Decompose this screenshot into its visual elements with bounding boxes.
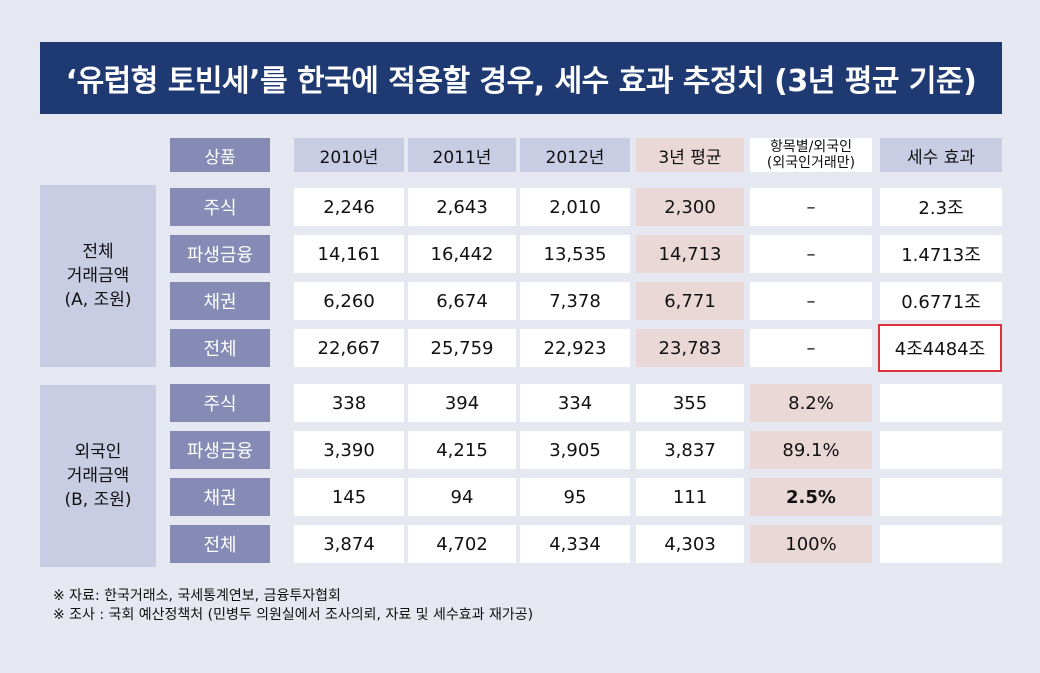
table-cell-2010: 14,161	[294, 235, 404, 273]
table-cell-2011: 6,674	[408, 282, 516, 320]
table-cell-2011: 16,442	[408, 235, 516, 273]
table-cell-tax	[880, 525, 1002, 563]
group-label-line: 거래금액	[66, 266, 130, 286]
table-cell-share: 2.5%	[750, 478, 872, 516]
group-label-foreign: 외국인 거래금액 (B, 조원)	[40, 385, 156, 567]
table-cell-2012: 7,378	[520, 282, 630, 320]
header-2012: 2012년	[520, 138, 630, 172]
table-cell-tax: 1.4713조	[880, 235, 1002, 273]
page-title: ‘유럽형 토빈세’를 한국에 적용할 경우, 세수 효과 추정치 (3년 평균 …	[40, 42, 1002, 114]
table-cell-2011: 94	[408, 478, 516, 516]
header-share-line1: 항목별/외국인	[770, 139, 852, 155]
table-cell-2010: 6,260	[294, 282, 404, 320]
table-cell-2010: 3,390	[294, 431, 404, 469]
group-label-line: (A, 조원)	[64, 290, 132, 310]
row-label: 채권	[170, 478, 270, 516]
group-label-total: 전체 거래금액 (A, 조원)	[40, 185, 156, 367]
row-label: 주식	[170, 384, 270, 422]
header-2011: 2011년	[408, 138, 516, 172]
table-cell-avg: 4,303	[636, 525, 744, 563]
table-cell-2012: 334	[520, 384, 630, 422]
table-cell-2010: 2,246	[294, 188, 404, 226]
table-cell-2011: 394	[408, 384, 516, 422]
header-2010: 2010년	[294, 138, 404, 172]
table-cell-2012: 2,010	[520, 188, 630, 226]
table-cell-avg: 111	[636, 478, 744, 516]
table-cell-avg: 355	[636, 384, 744, 422]
table-cell-tax	[880, 478, 1002, 516]
row-label: 채권	[170, 282, 270, 320]
table-cell-2010: 338	[294, 384, 404, 422]
table-cell-avg: 14,713	[636, 235, 744, 273]
table-cell-tax	[880, 431, 1002, 469]
table-cell-tax	[880, 384, 1002, 422]
table-cell-share: –	[750, 329, 872, 367]
table-cell-share: –	[750, 282, 872, 320]
table-cell-share: 89.1%	[750, 431, 872, 469]
group-label-line: 전체	[82, 242, 114, 262]
table-cell-tax: 0.6771조	[880, 282, 1002, 320]
table-cell-2012: 3,905	[520, 431, 630, 469]
table-cell-avg: 2,300	[636, 188, 744, 226]
group-label-line: 외국인	[74, 442, 122, 462]
table-cell-2012: 4,334	[520, 525, 630, 563]
table-cell-2010: 3,874	[294, 525, 404, 563]
table-cell-2011: 2,643	[408, 188, 516, 226]
table-cell-avg: 23,783	[636, 329, 744, 367]
table-cell-2012: 95	[520, 478, 630, 516]
table-cell-2012: 22,923	[520, 329, 630, 367]
row-label: 주식	[170, 188, 270, 226]
table-cell-share: –	[750, 235, 872, 273]
header-share: 항목별/외국인 (외국인거래만)	[750, 138, 872, 172]
table-cell-share: 100%	[750, 525, 872, 563]
row-label: 전체	[170, 525, 270, 563]
footnote-survey: ※ 조사 : 국회 예산정책처 (민병두 의원실에서 조사의뢰, 자료 및 세수…	[53, 607, 534, 623]
table-cell-2011: 4,215	[408, 431, 516, 469]
table-cell-2011: 4,702	[408, 525, 516, 563]
row-label: 전체	[170, 329, 270, 367]
header-tax-effect: 세수 효과	[880, 138, 1002, 172]
footnote-source: ※ 자료: 한국거래소, 국세통계연보, 금융투자협회	[53, 588, 341, 604]
row-label: 파생금융	[170, 431, 270, 469]
header-3yr-avg: 3년 평균	[636, 138, 744, 172]
row-label: 파생금융	[170, 235, 270, 273]
table-cell-2010: 145	[294, 478, 404, 516]
header-share-line2: (외국인거래만)	[766, 155, 856, 171]
table-cell-tax: 2.3조	[880, 188, 1002, 226]
table-cell-2010: 22,667	[294, 329, 404, 367]
table-cell-avg: 3,837	[636, 431, 744, 469]
group-label-line: (B, 조원)	[64, 490, 132, 510]
header-product: 상품	[170, 138, 270, 172]
table-cell-tax-total-highlighted: 4조4484조	[878, 324, 1002, 372]
table-cell-share: 8.2%	[750, 384, 872, 422]
table-cell-avg: 6,771	[636, 282, 744, 320]
table-cell-share: –	[750, 188, 872, 226]
group-label-line: 거래금액	[66, 466, 130, 486]
table-cell-2011: 25,759	[408, 329, 516, 367]
table-cell-2012: 13,535	[520, 235, 630, 273]
